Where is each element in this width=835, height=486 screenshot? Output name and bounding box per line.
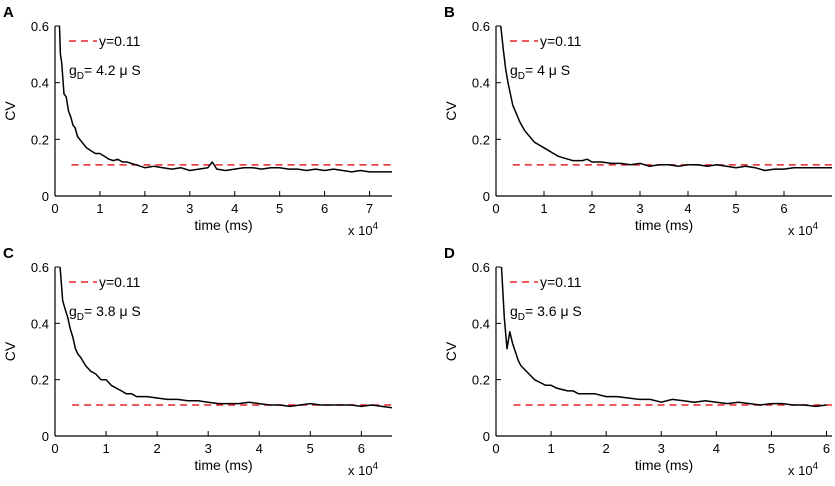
x-tick-label: 6 — [358, 441, 365, 456]
series-line-cv — [59, 266, 393, 409]
x-tick-label: 2 — [603, 441, 610, 456]
conductance-subscript: D — [518, 71, 525, 82]
panel-label: C — [3, 245, 14, 262]
x-tick-label: 1 — [102, 441, 109, 456]
conductance-subscript: D — [77, 71, 84, 82]
conductance-symbol: g — [69, 303, 77, 319]
x-tick-label: 3 — [205, 441, 212, 456]
x-tick-label: 3 — [636, 201, 643, 216]
x-tick-label: 5 — [768, 441, 775, 456]
x-tick-label: 0 — [51, 201, 58, 216]
x-tick-label: 0 — [51, 441, 58, 456]
x-tick-label: 5 — [307, 441, 314, 456]
y-tick-label: 0 — [483, 189, 490, 204]
x-tick-label: 0 — [492, 441, 499, 456]
x-tick-label: 1 — [540, 201, 547, 216]
conductance-value: = 4 μ S — [525, 62, 570, 78]
y-axis-label: CV — [2, 341, 18, 361]
panel-label: D — [444, 245, 455, 262]
x-tick-label: 2 — [154, 441, 161, 456]
y-tick-label: 0.2 — [31, 132, 49, 147]
y-tick-label: 0.6 — [31, 260, 49, 275]
y-tick-label: 0 — [42, 189, 49, 204]
x-multiplier-exponent: 4 — [373, 461, 379, 472]
y-tick-label: 0 — [42, 429, 49, 444]
x-axis-label: time (ms) — [194, 217, 252, 233]
conductance-symbol: g — [69, 62, 77, 78]
y-tick-label: 0.6 — [472, 260, 490, 275]
y-tick-label: 0.4 — [472, 316, 490, 331]
x-multiplier-base: x 10 — [788, 223, 813, 238]
x-multiplier: x 104 — [348, 221, 379, 238]
x-tick-label: 1 — [547, 441, 554, 456]
y-tick-label: 0 — [483, 429, 490, 444]
conductance-subscript: D — [518, 312, 525, 323]
x-tick-label: 7 — [366, 201, 373, 216]
legend-label: y=0.11 — [540, 33, 582, 49]
panel-label: A — [3, 4, 14, 21]
x-tick-label: 5 — [732, 201, 739, 216]
y-tick-label: 0.4 — [31, 316, 49, 331]
x-multiplier-exponent: 4 — [813, 461, 819, 472]
y-tick-label: 0.2 — [31, 373, 49, 388]
x-tick-label: 4 — [231, 201, 238, 216]
series-line-cv — [500, 266, 827, 408]
x-tick-label: 6 — [321, 201, 328, 216]
x-tick-label: 1 — [96, 201, 103, 216]
y-tick-label: 0.4 — [31, 76, 49, 91]
x-tick-label: 4 — [713, 441, 720, 456]
x-multiplier-exponent: 4 — [813, 221, 819, 232]
x-tick-label: 2 — [588, 201, 595, 216]
x-tick-label: 2 — [141, 201, 148, 216]
x-tick-label: 3 — [186, 201, 193, 216]
x-multiplier: x 104 — [348, 461, 379, 478]
conductance-value: = 4.2 μ S — [84, 62, 141, 78]
x-tick-label: 3 — [658, 441, 665, 456]
x-multiplier-base: x 10 — [788, 463, 813, 478]
x-tick-label: 4 — [256, 441, 263, 456]
y-tick-label: 0.2 — [472, 132, 490, 147]
conductance-value: = 3.6 μ S — [525, 303, 582, 319]
y-tick-label: 0.4 — [472, 76, 490, 91]
conductance-symbol: g — [510, 303, 518, 319]
x-multiplier-exponent: 4 — [373, 221, 379, 232]
y-axis-label: CV — [443, 101, 459, 121]
conductance-annotation: gD= 4 μ S — [510, 62, 570, 82]
x-axis-label: time (ms) — [635, 217, 693, 233]
legend-label: y=0.11 — [540, 274, 582, 290]
conductance-annotation: gD= 3.6 μ S — [510, 303, 582, 323]
x-tick-label: 5 — [276, 201, 283, 216]
conductance-value: = 3.8 μ S — [84, 303, 141, 319]
x-axis-label: time (ms) — [194, 457, 252, 473]
x-multiplier: x 104 — [788, 461, 819, 478]
y-tick-label: 0.6 — [31, 19, 49, 34]
series-line-cv — [58, 25, 392, 173]
legend-label: y=0.11 — [99, 33, 141, 49]
y-axis-label: CV — [2, 101, 18, 121]
legend-label: y=0.11 — [99, 274, 141, 290]
x-tick-label: 0 — [492, 201, 499, 216]
panel-label: B — [444, 4, 455, 21]
x-multiplier-base: x 10 — [348, 463, 373, 478]
x-multiplier-base: x 10 — [348, 223, 373, 238]
conductance-annotation: gD= 4.2 μ S — [69, 62, 141, 82]
series-line-cv — [500, 25, 832, 172]
x-tick-label: 6 — [823, 441, 830, 456]
conductance-subscript: D — [77, 312, 84, 323]
y-axis-label: CV — [443, 341, 459, 361]
x-tick-label: 6 — [780, 201, 787, 216]
y-tick-label: 0.2 — [472, 373, 490, 388]
y-tick-label: 0.6 — [472, 19, 490, 34]
x-multiplier: x 104 — [788, 221, 819, 238]
x-tick-label: 4 — [684, 201, 691, 216]
x-axis-label: time (ms) — [635, 457, 693, 473]
conductance-symbol: g — [510, 62, 518, 78]
conductance-annotation: gD= 3.8 μ S — [69, 303, 141, 323]
